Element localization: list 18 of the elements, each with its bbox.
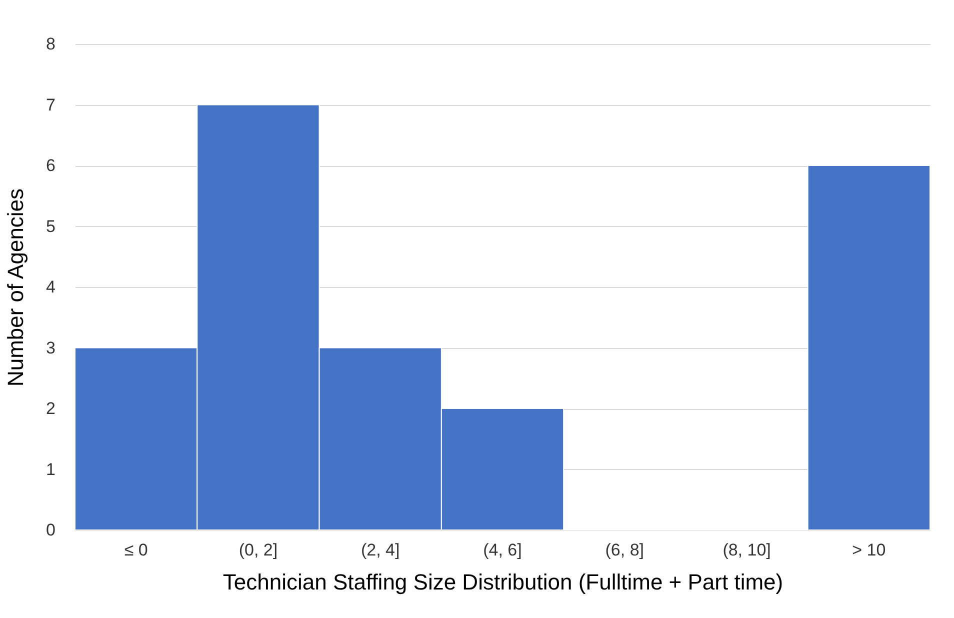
- x-tick-label: > 10: [852, 540, 886, 560]
- y-tick-label: 5: [46, 216, 56, 236]
- y-tick-label: 1: [46, 460, 56, 479]
- x-axis-title: Technician Staffing Size Distribution (Fulltime + Part time): [222, 570, 784, 594]
- y-tick-label: 0: [46, 520, 56, 540]
- y-tick-label: 3: [46, 338, 56, 358]
- y-axis-title: Number of Agencies: [3, 188, 28, 387]
- x-tick-label: (8, 10]: [722, 540, 771, 560]
- x-tick-label: ≤ 0: [124, 540, 148, 560]
- y-tick-label: 7: [46, 95, 56, 114]
- y-tick-label: 8: [46, 34, 56, 54]
- x-tick-label: (0, 2]: [238, 540, 278, 560]
- x-tick-label: (2, 4]: [360, 540, 400, 560]
- y-tick-label: 2: [46, 399, 56, 418]
- x-tick-label: (6, 8]: [605, 540, 644, 560]
- y-tick-label: 4: [46, 278, 56, 296]
- x-tick-label: (4, 6]: [483, 540, 522, 560]
- y-tick-label: 6: [46, 156, 56, 175]
